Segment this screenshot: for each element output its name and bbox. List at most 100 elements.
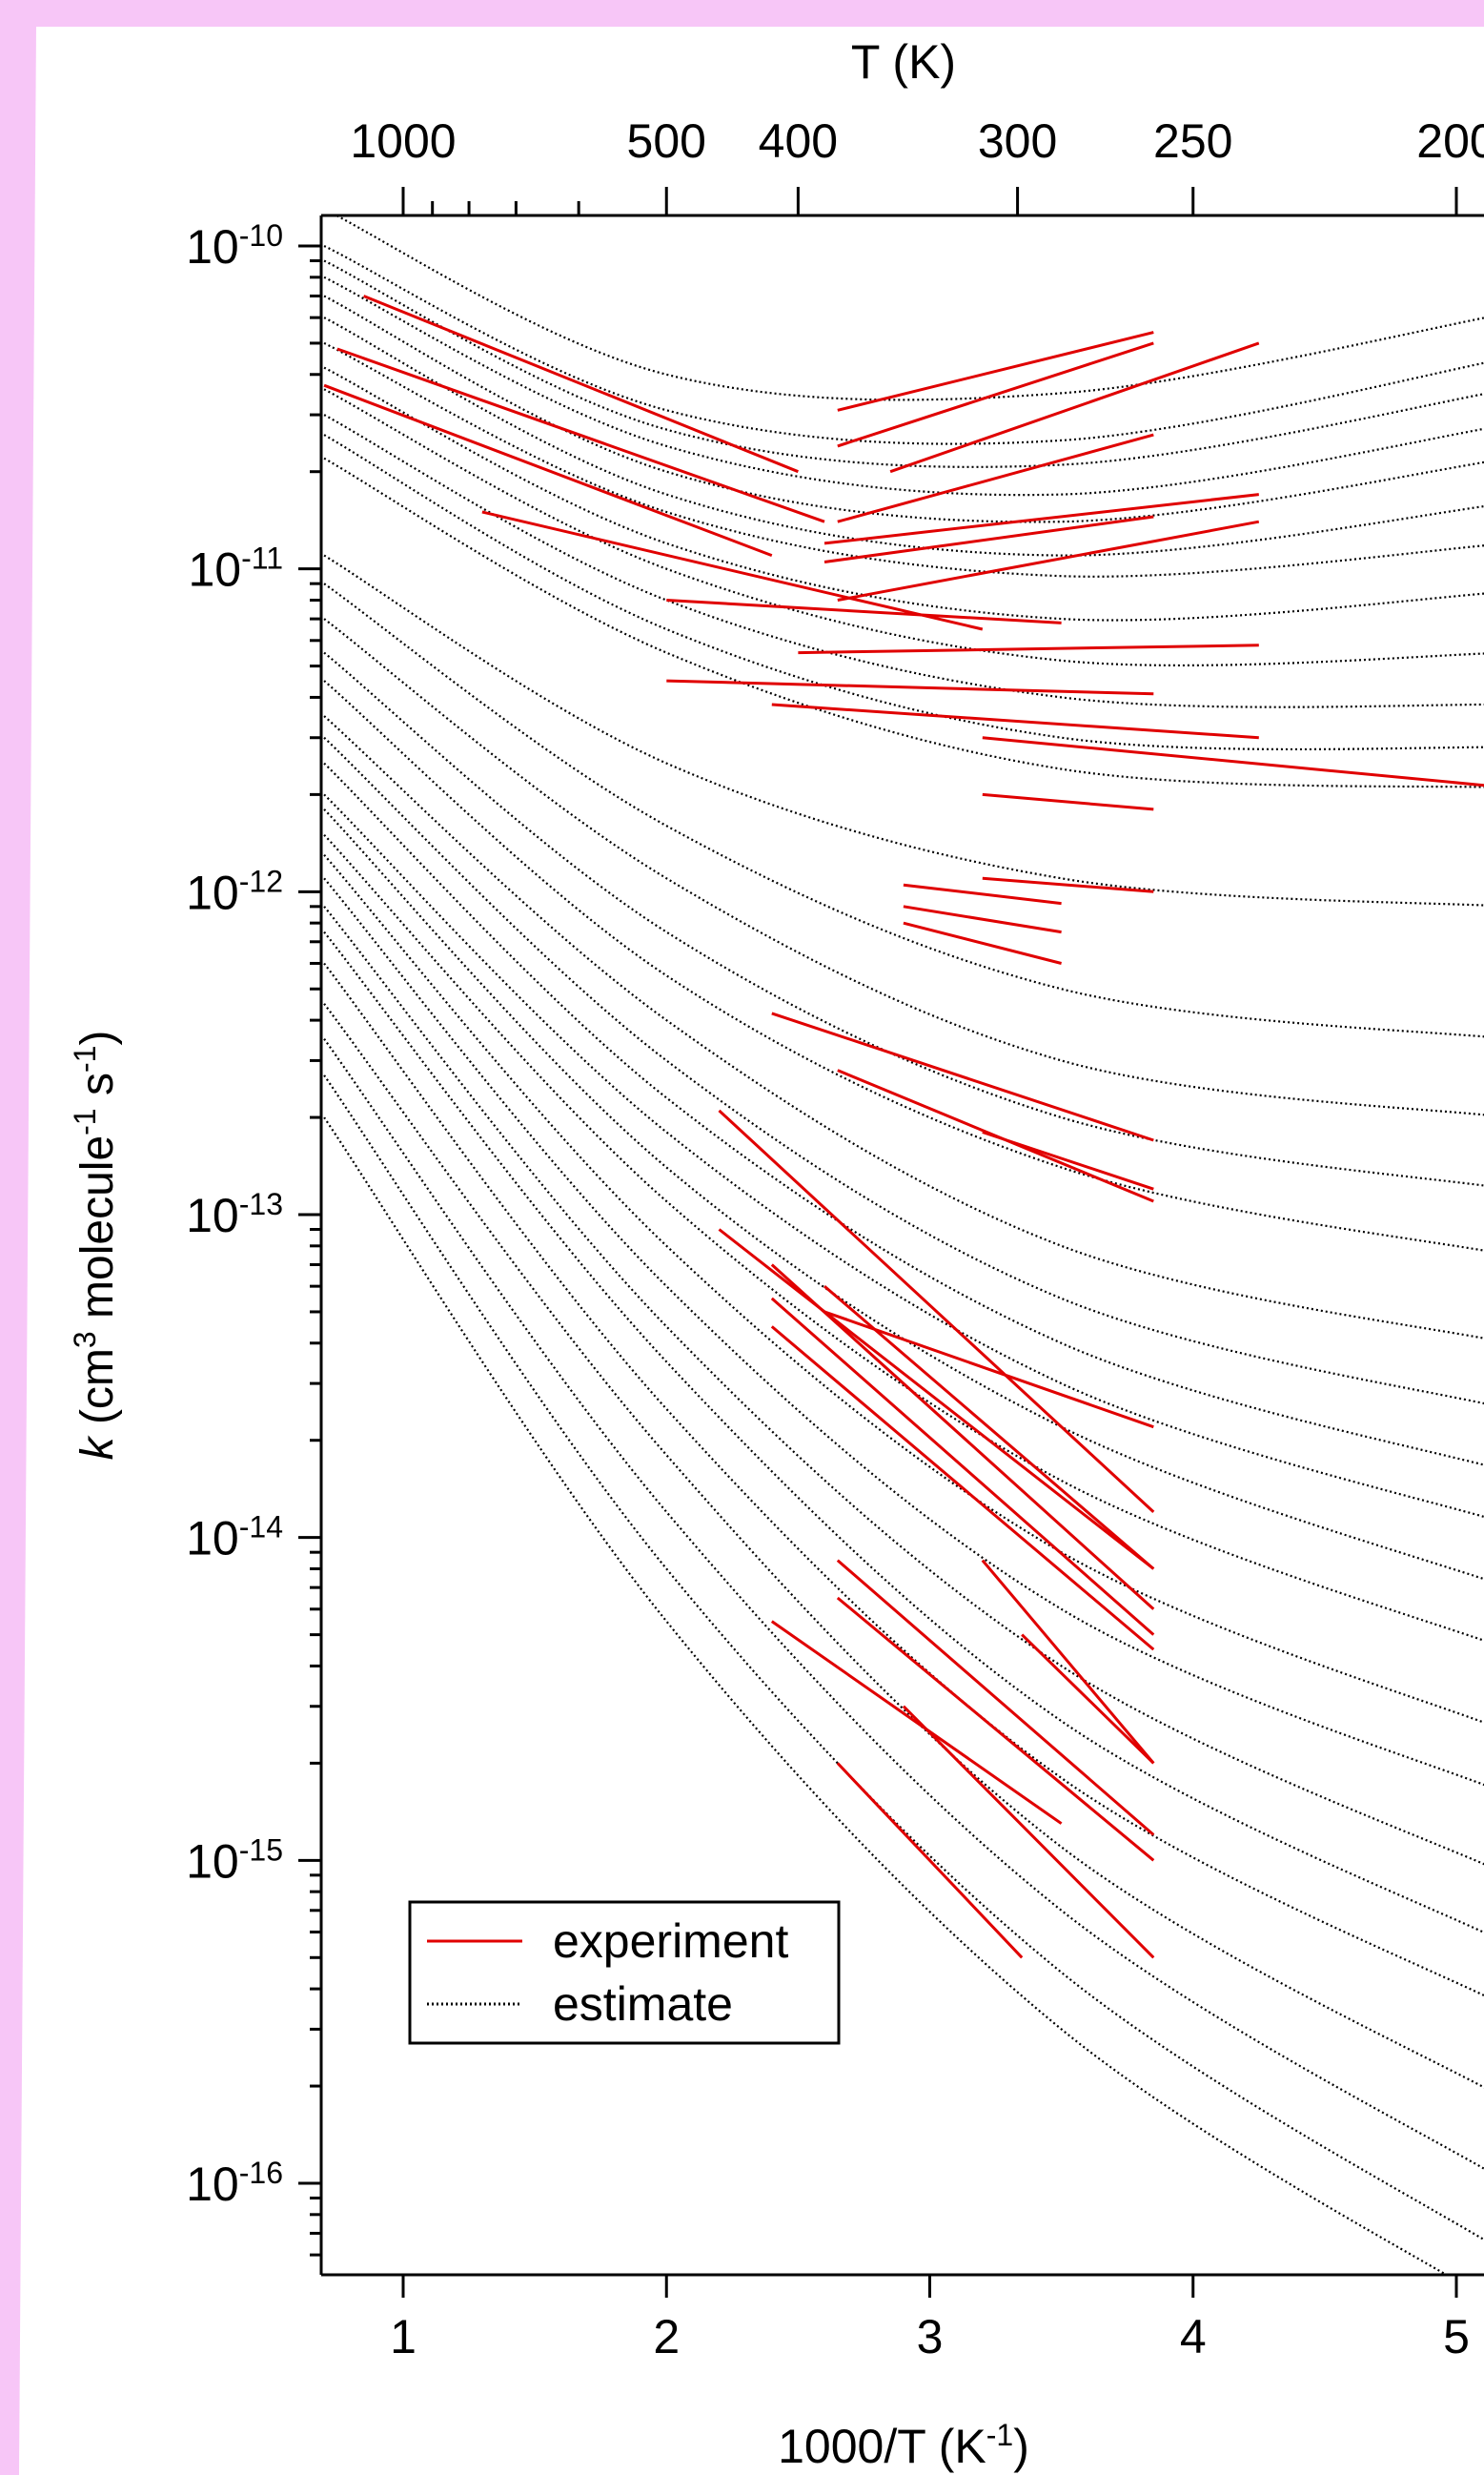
y-tick-base: 10 xyxy=(186,1834,239,1888)
y-tick-base: 10 xyxy=(186,866,239,919)
y-tick-label: 10-13 xyxy=(186,1187,283,1242)
experiment-segment xyxy=(982,1131,1154,1191)
experiment-segment xyxy=(823,1310,1154,1429)
y-axis-title-part4: ) xyxy=(72,1031,123,1046)
y-tick-base: 10 xyxy=(186,1189,239,1242)
experiment-segment xyxy=(336,347,825,523)
estimate-curve xyxy=(323,931,1484,1934)
experiment-segment xyxy=(902,1705,1155,1959)
estimate-curve xyxy=(323,1038,1484,2170)
experiment-segment xyxy=(666,599,1062,624)
estimate-curve xyxy=(323,276,1484,497)
y-axis-title-sup3: -1 xyxy=(68,1046,102,1073)
x-axis-ticks: 1 2 3 4 5 xyxy=(390,2275,1470,2363)
x-axis-title-sup: -1 xyxy=(986,2418,1013,2452)
x-tick-label: 5 xyxy=(1443,2310,1470,2363)
top-tick-label: 400 xyxy=(759,114,838,168)
legend: experiment estimate xyxy=(408,1900,841,2045)
legend-estimate-label: estimate xyxy=(553,1977,733,2031)
y-axis-title-k: k xyxy=(72,1434,123,1460)
chart-background-panel xyxy=(19,27,1484,2475)
experiment-segment xyxy=(903,921,1062,965)
estimate-curve xyxy=(323,414,1484,708)
experiment-segment xyxy=(889,341,1260,474)
estimate-curve xyxy=(323,715,1484,1340)
estimate-curve xyxy=(323,1074,1484,2241)
experiment-segment xyxy=(481,510,984,631)
estimate-curve xyxy=(323,833,1484,1642)
y-axis-title-part1: (cm xyxy=(72,1348,123,1437)
y-tick-exponent: -15 xyxy=(239,1832,283,1867)
estimate-curve xyxy=(323,457,1484,788)
y-tick-base: 10 xyxy=(186,220,239,274)
top-tick-label: 200 xyxy=(1416,114,1484,168)
experiment-segment xyxy=(981,1559,1155,1765)
experiment-segment xyxy=(770,1263,1155,1610)
experiment-segment xyxy=(903,883,1062,906)
experiment-segment xyxy=(982,792,1154,811)
experiment-segment xyxy=(837,341,1154,448)
estimate-curve xyxy=(323,853,1484,1724)
experiment-segment xyxy=(770,1297,1155,1636)
y-tick-exponent: -11 xyxy=(241,542,283,576)
estimate-curve xyxy=(323,962,1484,1997)
y-tick-base: 10 xyxy=(186,1512,239,1565)
y-tick-label: 10-11 xyxy=(189,542,284,597)
estimate-curve xyxy=(323,680,1484,1252)
y-axis-title-part2: molecule xyxy=(72,1135,123,1331)
top-axis-title: T (K) xyxy=(851,35,956,89)
y-axis-title-part3: s xyxy=(72,1073,123,1108)
y-tick-exponent: -16 xyxy=(239,2156,283,2190)
estimate-curve xyxy=(323,341,1484,578)
estimate-curve xyxy=(323,1003,1484,2089)
y-tick-label: 10-12 xyxy=(186,864,283,919)
experiment-segment xyxy=(836,1762,1024,1959)
estimate-curve xyxy=(323,434,1484,751)
x-axis-title-main: 1000/T (K xyxy=(778,2420,986,2473)
experiment-segment xyxy=(770,1325,1155,1651)
experiment-segment xyxy=(823,1284,1155,1570)
experiment-segment xyxy=(1021,1633,1155,1765)
experiment-segment xyxy=(836,1596,1155,1862)
estimate-curve xyxy=(323,906,1484,1866)
y-axis-title-sup2: -1 xyxy=(68,1108,102,1135)
y-axis-title: k (cm3 molecule-1 s-1) xyxy=(68,1031,123,1461)
experiment-segment xyxy=(823,515,1154,563)
y-tick-exponent: -10 xyxy=(239,218,283,253)
y-tick-label: 10-16 xyxy=(186,2156,283,2211)
experiment-segment xyxy=(771,703,1259,740)
legend-box xyxy=(408,1900,841,2045)
top-tick-label: 300 xyxy=(978,114,1057,168)
y-tick-base: 10 xyxy=(186,2158,239,2211)
estimate-curve xyxy=(323,1116,1449,2275)
experiment-segment xyxy=(903,905,1062,934)
y-tick-base: 10 xyxy=(189,543,242,597)
experiment-segment xyxy=(837,520,1260,602)
x-axis-title: 1000/T (K-1) xyxy=(778,2418,1029,2473)
estimate-curve xyxy=(323,388,1484,666)
experiment-segment xyxy=(837,433,1154,523)
y-tick-exponent: -13 xyxy=(239,1187,283,1221)
top-tick-label: 500 xyxy=(627,114,706,168)
top-axis-ticks: 1000 500 400 300 250 200 xyxy=(350,114,1484,215)
experiment-segment xyxy=(718,1109,1155,1514)
estimate-curve xyxy=(323,317,1484,557)
y-tick-exponent: -12 xyxy=(239,864,283,898)
experiment-segment xyxy=(323,383,773,558)
x-tick-label: 4 xyxy=(1180,2310,1207,2363)
y-tick-label: 10-10 xyxy=(186,218,283,274)
top-tick-label: 250 xyxy=(1153,114,1232,168)
top-tick-label: 1000 xyxy=(350,114,456,168)
experiment-segment xyxy=(982,736,1484,788)
experiment-segment xyxy=(836,1559,1155,1836)
estimate-curve xyxy=(323,259,1484,468)
x-axis-title-end: ) xyxy=(1013,2420,1029,2473)
estimate-curve xyxy=(323,793,1484,1519)
experiment-segment xyxy=(982,876,1154,893)
estimate-curve xyxy=(323,808,1484,1581)
y-tick-label: 10-14 xyxy=(186,1510,283,1565)
experiment-segment xyxy=(771,1012,1154,1142)
